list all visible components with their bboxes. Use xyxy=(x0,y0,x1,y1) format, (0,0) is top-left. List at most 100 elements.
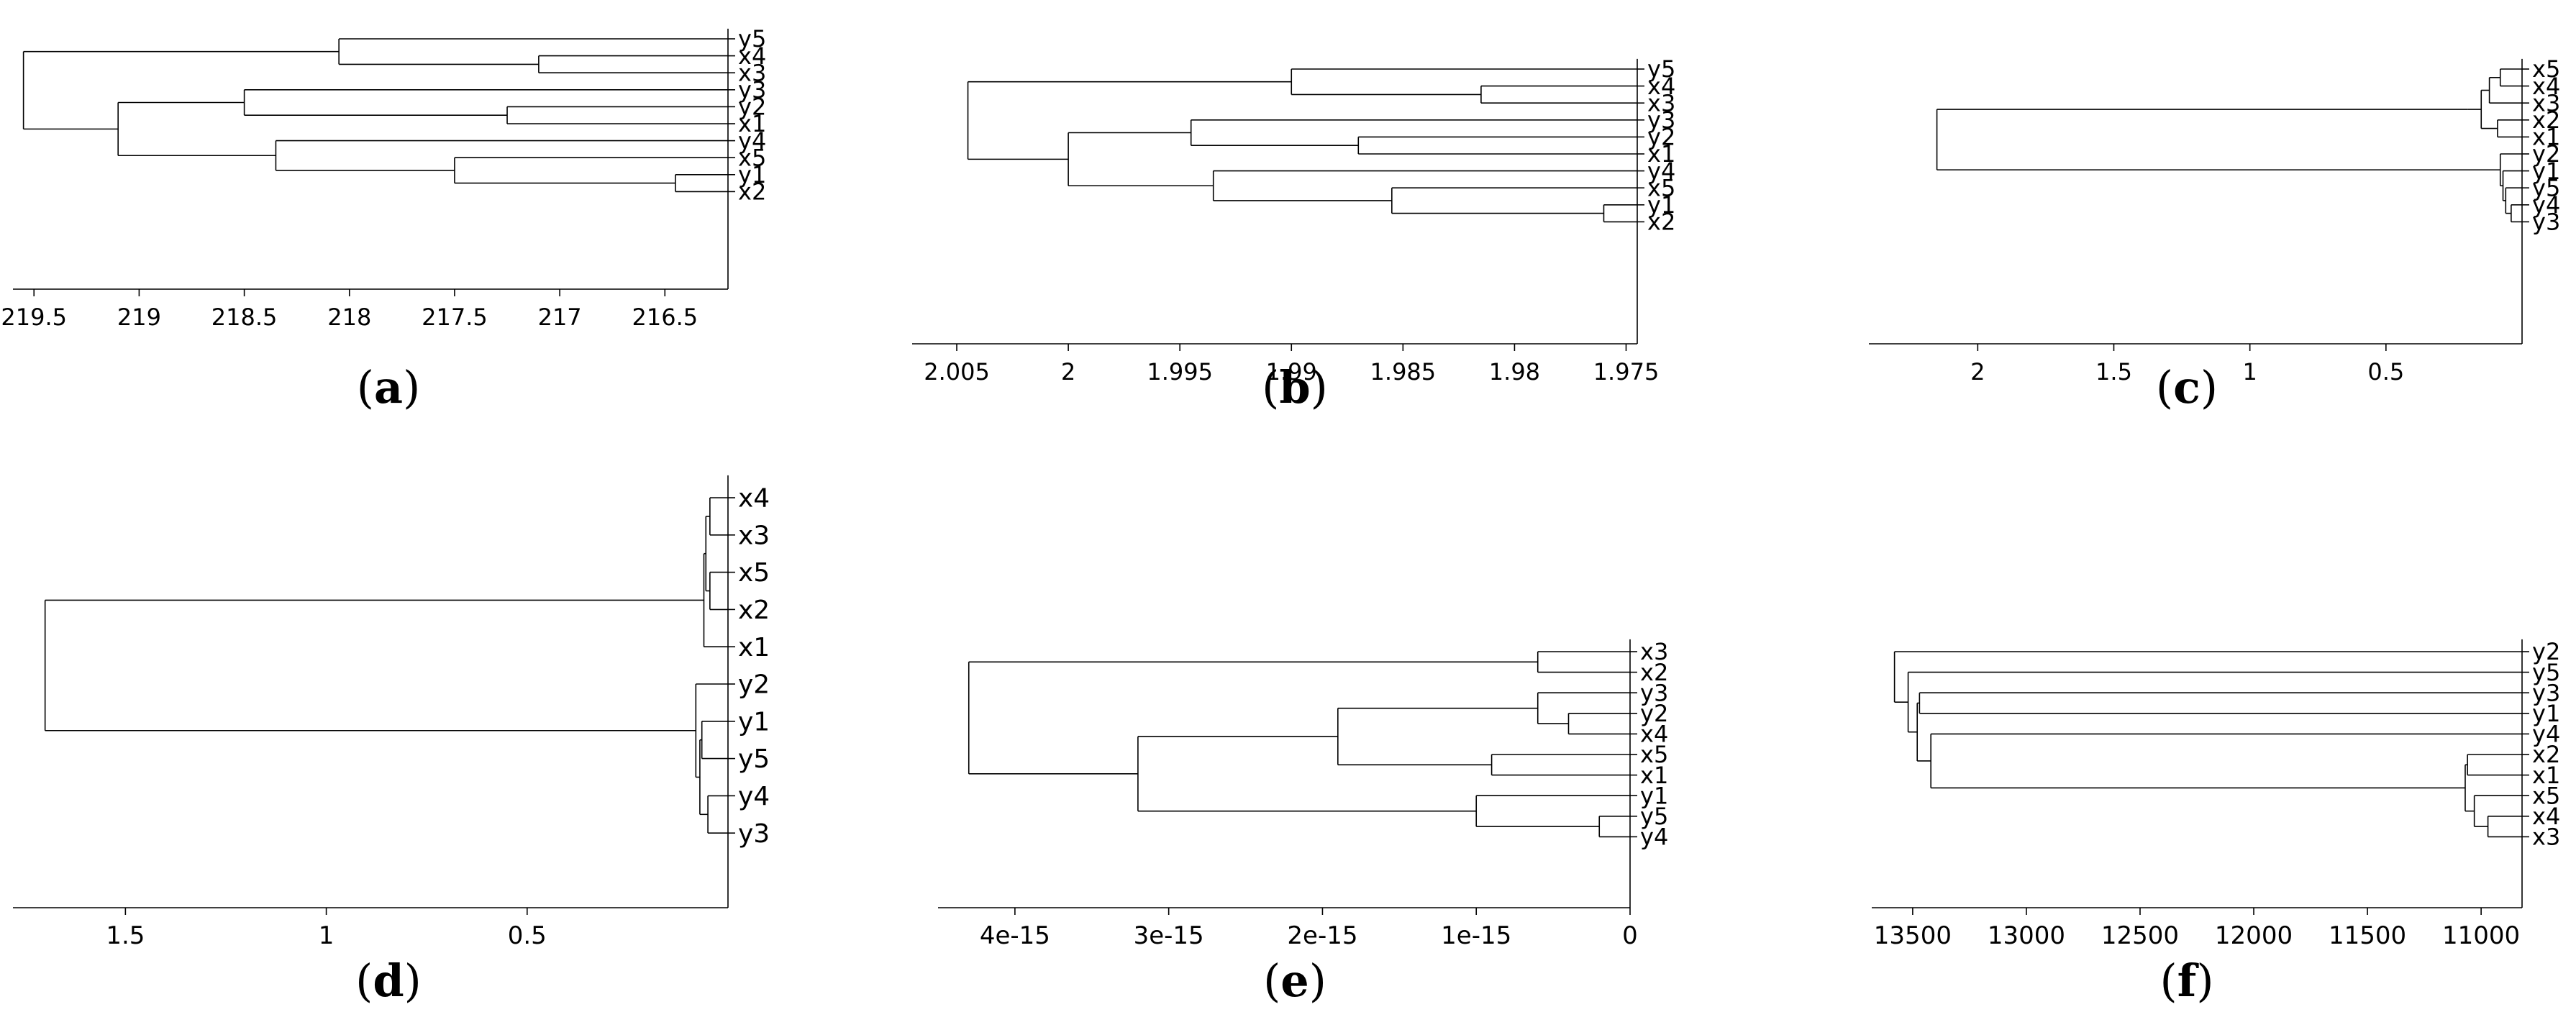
panel-label-open: ( xyxy=(1262,361,1279,414)
panel-label-close: ) xyxy=(2200,361,2218,414)
panel-label-letter: a xyxy=(374,361,403,414)
x-tick-label: 219.5 xyxy=(1,304,67,331)
panel-label-open: ( xyxy=(357,361,374,414)
x-tick-label: 218 xyxy=(327,304,371,331)
x-tick-label: 1e-15 xyxy=(1441,921,1511,950)
dendrogram-panel-f: 13500 13000 12500 12000 11500 11000 y2y5y3y1y4… xyxy=(1872,638,2560,1007)
panel-label-open: ( xyxy=(2159,954,2177,1007)
leaf-label-y5: y5 xyxy=(1640,803,1668,830)
dendrogram-panel-a: 219.5 219 218.5 218 217.5 217 216.5y5x4x3y3y2x… xyxy=(1,25,766,414)
leaf-label-y1: y1 xyxy=(738,707,770,737)
leaf-label-y4: y4 xyxy=(1647,158,1675,185)
leaf-label-y2: y2 xyxy=(1640,700,1668,727)
leaf-label-x1: x1 xyxy=(2532,762,2560,789)
x-tick-label: 2e-15 xyxy=(1287,921,1357,950)
x-tick-label: 12000 xyxy=(2215,921,2293,950)
leaf-label-y4: y4 xyxy=(738,782,770,811)
panel-label-open: ( xyxy=(1263,954,1280,1007)
leaf-label-x5: x5 xyxy=(738,144,766,171)
leaf-label-y5: y5 xyxy=(2532,174,2560,201)
leaf-label-x3: x3 xyxy=(1640,638,1668,665)
leaf-label-x5: x5 xyxy=(738,558,770,588)
panel-label-a: (a) xyxy=(357,361,421,414)
leaf-label-y5: y5 xyxy=(2532,659,2560,686)
leaf-label-y3: y3 xyxy=(1640,679,1668,706)
panel-label-close: ) xyxy=(403,361,420,414)
x-tick-label: 1.98 xyxy=(1489,358,1540,386)
leaf-label-x5: x5 xyxy=(2532,55,2560,83)
x-tick-label: 0 xyxy=(1622,921,1638,950)
leaf-label-x1: x1 xyxy=(1640,762,1668,789)
panel-label-letter: d xyxy=(373,954,404,1007)
x-tick-label: 11500 xyxy=(2329,921,2406,950)
x-tick-label: 2 xyxy=(1061,358,1075,386)
leaf-label-x2: x2 xyxy=(1640,659,1668,686)
panel-label-c: (c) xyxy=(2156,361,2218,414)
leaf-label-y3: y3 xyxy=(1647,106,1675,134)
leaf-label-x4: x4 xyxy=(2532,73,2560,100)
leaf-label-y1: y1 xyxy=(1647,191,1675,219)
x-tick-label: 1.5 xyxy=(2095,358,2132,386)
panel-label-close: ) xyxy=(1311,361,1328,414)
x-tick-label: 11000 xyxy=(2442,921,2520,950)
dendrogram-panel-b: 2.005 2 1.995 1.99 1.985 1.98 1.975y5x4x3y3y2x… xyxy=(912,55,1675,414)
leaf-label-x4: x4 xyxy=(738,42,766,70)
leaf-label-y3: y3 xyxy=(2532,209,2560,236)
panel-label-letter: b xyxy=(1279,361,1310,414)
x-tick-label: 0.5 xyxy=(2367,358,2404,386)
leaf-label-x2: x2 xyxy=(2532,106,2560,134)
leaf-label-x1: x1 xyxy=(738,110,766,137)
leaf-label-x1: x1 xyxy=(2532,124,2560,151)
panel-label-open: ( xyxy=(2156,361,2173,414)
x-tick-label: 219 xyxy=(117,304,161,331)
leaf-label-y3: y3 xyxy=(2532,679,2560,706)
leaf-label-y2: y2 xyxy=(738,670,770,700)
x-tick-label: 218.5 xyxy=(211,304,278,331)
x-tick-label: 1 xyxy=(2242,358,2257,386)
leaf-label-y5: y5 xyxy=(1647,55,1675,83)
leaf-label-y3: y3 xyxy=(738,76,766,104)
x-tick-label: 0.5 xyxy=(508,921,547,950)
panel-label-close: ) xyxy=(2196,954,2213,1007)
leaf-label-y1: y1 xyxy=(2532,700,2560,727)
leaf-label-x1: x1 xyxy=(738,633,770,662)
leaf-label-x2: x2 xyxy=(738,178,766,206)
leaf-label-y5: y5 xyxy=(738,25,766,53)
leaf-label-y5: y5 xyxy=(738,744,770,774)
panel-label-letter: f xyxy=(2177,954,2199,1007)
dendrogram-panel-d: 1.5 1 0.5 x4 x3 x5 x2 x1 y2 y1 y5 y4 y3 (d) xyxy=(13,475,770,1007)
leaf-label-y4: y4 xyxy=(1640,824,1668,851)
leaf-label-x5: x5 xyxy=(1640,741,1668,768)
panel-label-open: ( xyxy=(355,954,373,1007)
leaf-label-x3: x3 xyxy=(2532,824,2560,851)
leaf-label-x2: x2 xyxy=(2532,741,2560,768)
leaf-label-y1: y1 xyxy=(738,161,766,188)
x-tick-label: 216.5 xyxy=(632,304,698,331)
leaf-label-x5: x5 xyxy=(1647,174,1675,201)
x-tick-label: 1.975 xyxy=(1593,358,1660,386)
leaf-label-x1: x1 xyxy=(1647,140,1675,168)
leaf-label-x3: x3 xyxy=(738,521,770,550)
panel-label-letter: e xyxy=(1280,954,1309,1007)
leaf-label-x4: x4 xyxy=(2532,803,2560,830)
leaf-label-y2: y2 xyxy=(1647,124,1675,151)
x-tick-label: 13000 xyxy=(1988,921,2065,950)
x-tick-label: 2 xyxy=(1970,358,1985,386)
panel-label-close: ) xyxy=(1309,954,1326,1007)
leaf-label-x3: x3 xyxy=(2532,89,2560,117)
leaf-label-y4: y4 xyxy=(2532,721,2560,748)
leaf-label-y1: y1 xyxy=(2532,158,2560,185)
panel-label-close: ) xyxy=(404,954,422,1007)
x-tick-label: 1.985 xyxy=(1370,358,1437,386)
leaf-label-y4: y4 xyxy=(2532,191,2560,219)
panel-label-d: (d) xyxy=(355,954,422,1007)
leaf-label-x5: x5 xyxy=(2532,782,2560,809)
x-tick-label: 12500 xyxy=(2101,921,2179,950)
leaf-label-x2: x2 xyxy=(738,596,770,625)
panel-label-f: (f) xyxy=(2159,954,2213,1007)
x-tick-label: 1.995 xyxy=(1147,358,1213,386)
leaf-label-x3: x3 xyxy=(1647,89,1675,117)
x-tick-label: 1.99 xyxy=(1266,358,1317,386)
